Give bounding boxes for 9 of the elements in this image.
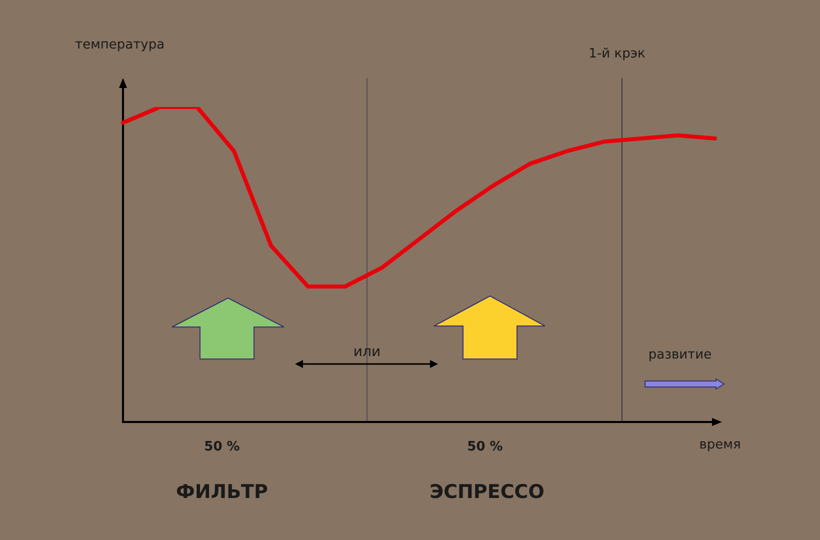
x-axis-title: время	[699, 438, 741, 452]
text: ЭСПРЕССО	[430, 481, 544, 503]
annotation: или	[353, 344, 381, 360]
y-axis-title: температура	[75, 38, 165, 52]
annotation: развитие	[648, 348, 712, 362]
text: 1-й крэк	[588, 46, 646, 62]
text: ФИЛЬТР	[176, 481, 268, 503]
text: 50 %	[467, 440, 503, 454]
text: 50 %	[204, 440, 240, 454]
